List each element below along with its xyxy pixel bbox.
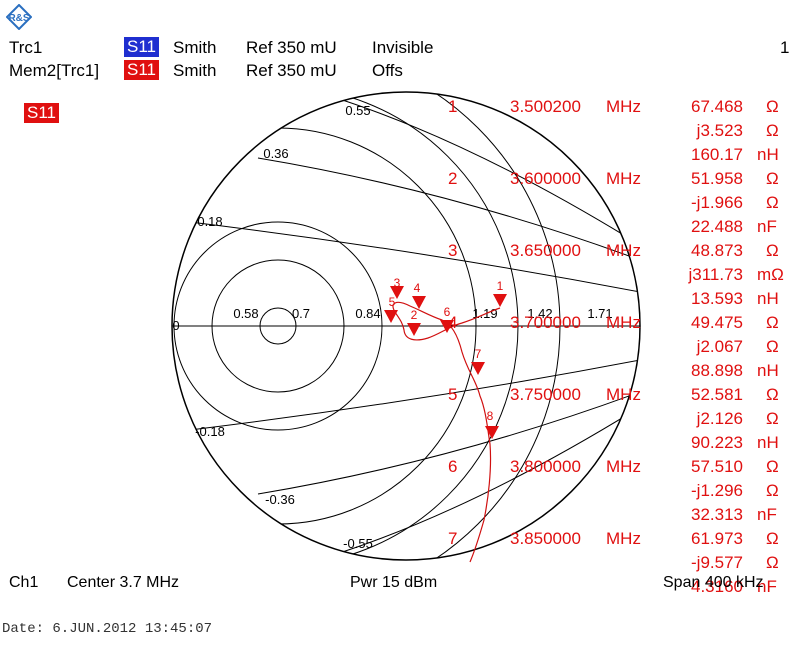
- marker-value: -j9.577: [691, 553, 743, 573]
- marker-value: 32.313: [691, 505, 743, 525]
- marker-entry-unit: MHz: [606, 385, 641, 405]
- marker-number: 2: [411, 308, 418, 322]
- marker-value: -j1.296: [691, 481, 743, 501]
- marker-value: 49.475: [691, 313, 743, 333]
- marker-value: -j1.966: [691, 193, 743, 213]
- marker-number: 1: [497, 279, 504, 293]
- channel-label[interactable]: Ch1: [9, 574, 38, 592]
- marker-value-unit: Ω: [766, 409, 779, 429]
- resistance-label: 0.58: [233, 306, 258, 321]
- marker-value-unit: nH: [757, 361, 779, 381]
- marker-value: j311.73: [688, 265, 743, 285]
- smith-chart[interactable]: 0.58 0.7 0.84 1.19 1.42 1.710.550.360.180-0.1…: [0, 0, 800, 600]
- reactance-arc: [330, 96, 640, 245]
- marker-value-unit: Ω: [766, 457, 779, 477]
- marker-value-unit: Ω: [766, 121, 779, 141]
- marker-value-unit: Ω: [766, 313, 779, 333]
- marker-value: 51.958: [691, 169, 743, 189]
- marker-value: 160.17: [691, 145, 743, 165]
- s11-trace[interactable]: [393, 302, 500, 562]
- reactance-label: 0.36: [263, 146, 288, 161]
- marker-triangle[interactable]: [485, 426, 499, 439]
- marker-number: 8: [487, 409, 494, 423]
- marker-value: 61.973: [691, 529, 743, 549]
- marker-value: j2.126: [697, 409, 743, 429]
- marker-value-unit: Ω: [766, 529, 779, 549]
- span-frequency[interactable]: Span 400 kHz: [663, 574, 764, 592]
- marker-value-unit: Ω: [766, 97, 779, 117]
- center-frequency[interactable]: Center 3.7 MHz: [67, 574, 179, 592]
- reactance-label: -0.36: [265, 492, 295, 507]
- marker-entry-frequency: 3.750000: [510, 385, 581, 405]
- marker-value-unit: Ω: [766, 193, 779, 213]
- marker-entry-frequency: 3.850000: [510, 529, 581, 549]
- reactance-arc: [330, 407, 640, 556]
- marker-number: 4: [414, 281, 421, 295]
- marker-value: 22.488: [691, 217, 743, 237]
- marker-value-unit: nF: [757, 505, 777, 525]
- marker-value: 48.873: [691, 241, 743, 261]
- marker-entry-unit: MHz: [606, 529, 641, 549]
- reactance-label: -0.18: [195, 424, 225, 439]
- reactance-label: 0: [172, 318, 179, 333]
- resistance-label: 0.7: [292, 306, 310, 321]
- marker-value-unit: mΩ: [757, 265, 784, 285]
- marker-triangle[interactable]: [471, 362, 485, 375]
- marker-value-unit: nH: [757, 289, 779, 309]
- reactance-label: -0.55: [343, 536, 373, 551]
- marker-entry-number: 5: [448, 385, 457, 405]
- marker-entry-frequency: 3.700000: [510, 313, 581, 333]
- power-level[interactable]: Pwr 15 dBm: [350, 574, 437, 592]
- marker-value: 57.510: [691, 457, 743, 477]
- date-stamp: Date: 6.JUN.2012 13:45:07: [2, 621, 212, 637]
- resistance-label: 0.84: [355, 306, 380, 321]
- marker-entry-frequency: 3.800000: [510, 457, 581, 477]
- marker-entry-unit: MHz: [606, 169, 641, 189]
- marker-entry-number: 2: [448, 169, 457, 189]
- marker-value-unit: Ω: [766, 241, 779, 261]
- marker-value: 13.593: [691, 289, 743, 309]
- marker-entry-number: 4: [448, 313, 457, 333]
- marker-entry-number: 3: [448, 241, 457, 261]
- marker-entry-number: 7: [448, 529, 457, 549]
- marker-entry-frequency: 3.600000: [510, 169, 581, 189]
- marker-value-unit: Ω: [766, 553, 779, 573]
- marker-number: 5: [389, 295, 396, 309]
- marker-value-unit: nH: [757, 433, 779, 453]
- marker-value-unit: Ω: [766, 385, 779, 405]
- reactance-label: 0.18: [197, 214, 222, 229]
- marker-number: 7: [475, 347, 482, 361]
- marker-entry-frequency: 3.500200: [510, 97, 581, 117]
- reactance-label: 0.55: [345, 103, 370, 118]
- marker-entry-unit: MHz: [606, 97, 641, 117]
- marker-triangle[interactable]: [384, 310, 398, 323]
- marker-value-unit: Ω: [766, 169, 779, 189]
- marker-value-unit: nF: [757, 217, 777, 237]
- marker-value-unit: Ω: [766, 337, 779, 357]
- marker-entry-number: 6: [448, 457, 457, 477]
- marker-entry-number: 1: [448, 97, 457, 117]
- marker-value: 52.581: [691, 385, 743, 405]
- marker-entry-unit: MHz: [606, 313, 641, 333]
- marker-entry-unit: MHz: [606, 241, 641, 261]
- marker-triangle[interactable]: [407, 323, 421, 336]
- marker-value: j2.067: [697, 337, 743, 357]
- marker-value-unit: Ω: [766, 481, 779, 501]
- marker-entry-frequency: 3.650000: [510, 241, 581, 261]
- marker-value: j3.523: [697, 121, 743, 141]
- marker-value-unit: nH: [757, 145, 779, 165]
- marker-entry-unit: MHz: [606, 457, 641, 477]
- marker-value: 67.468: [691, 97, 743, 117]
- marker-value: 90.223: [691, 433, 743, 453]
- marker-number: 3: [394, 276, 401, 290]
- marker-value: 88.898: [691, 361, 743, 381]
